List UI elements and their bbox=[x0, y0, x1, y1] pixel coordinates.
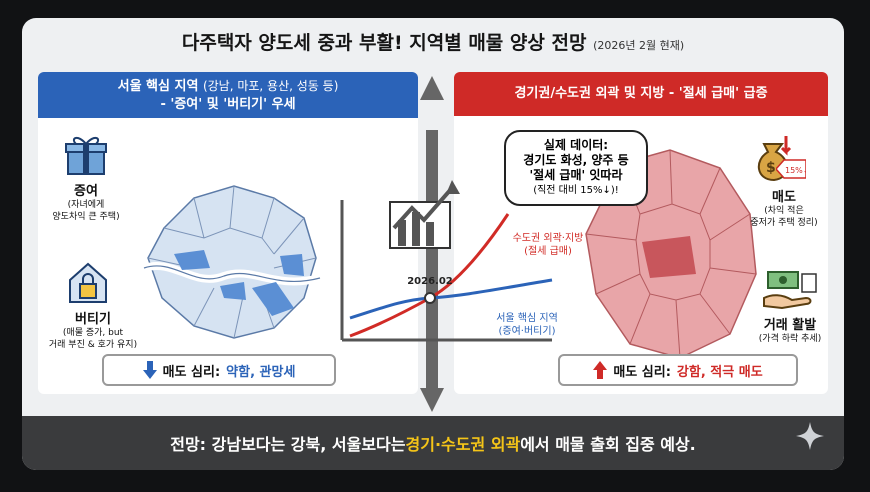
seoul-header-subtitle: - '증여' 및 '버티기' 우세 bbox=[160, 96, 296, 112]
gyeonggi-line-label-1: 수도권 외곽·지방 bbox=[512, 233, 584, 244]
sell-desc-2: 중저가 주택 정리) bbox=[750, 218, 818, 228]
bubble-line-4: (직전 대비 15%↓)! bbox=[533, 185, 619, 196]
hold-title: 버티기 bbox=[75, 312, 111, 327]
svg-text:$: $ bbox=[766, 160, 776, 176]
seoul-panel-header: 서울 핵심 지역 (강남, 마포, 용산, 성동 등) - '증여' 및 '버티… bbox=[38, 72, 418, 118]
gyeonggi-sentiment-badge: 매도 심리: 강함, 적극 매도 bbox=[558, 354, 798, 386]
gift-desc-2: 양도차익 큰 주택) bbox=[52, 212, 120, 222]
seoul-header-note: (강남, 마포, 용산, 성동 등) bbox=[202, 78, 339, 93]
seoul-map-icon bbox=[142, 185, 322, 339]
trend-chart bbox=[340, 76, 552, 412]
seoul-sentiment-label: 매도 심리: bbox=[162, 364, 221, 380]
gift-desc-1: (자녀에게 bbox=[67, 200, 105, 210]
hold-desc-1: (매물 증가, but bbox=[62, 328, 124, 338]
sparkle-icon bbox=[796, 422, 824, 450]
discount-tag-icon: 15%↓ bbox=[776, 159, 806, 179]
seoul-line-label-2: (증여·버티기) bbox=[498, 326, 556, 337]
gyeonggi-panel: 경기권/수도권 외곽 및 지방 - '절세 급매' 급증 $ 15%↓ 매도 (… bbox=[454, 72, 828, 394]
seoul-sentiment-badge: 매도 심리: 약함, 관망세 bbox=[102, 354, 336, 386]
footer-banner: 전망: 강남보다는 강북, 서울보다는 경기·수도권 외곽 에서 매물 출회 집… bbox=[22, 416, 844, 470]
trade-desc-1: (가격 하락 추세) bbox=[758, 334, 822, 344]
arrow-up-icon bbox=[420, 76, 444, 100]
chart-axes bbox=[340, 200, 552, 342]
sell-desc-1: (차익 적은 bbox=[764, 206, 804, 216]
title-date: (2026년 2월 현재) bbox=[593, 39, 685, 52]
gyeonggi-sentiment-value: 강함, 적극 매도 bbox=[676, 364, 763, 380]
bar-chart-icon bbox=[389, 180, 460, 249]
gyeonggi-line-label: 수도권 외곽·지방 (절세 급매) bbox=[488, 232, 608, 258]
gyeonggi-line-label-2: (절세 급매) bbox=[524, 246, 572, 257]
chart-point-label: 2026.02 bbox=[407, 276, 453, 287]
gyeonggi-panel-header: 경기권/수도권 외곽 및 지방 - '절세 급매' 급증 bbox=[454, 72, 828, 116]
sell-title: 매도 bbox=[772, 190, 796, 205]
house-lock-icon bbox=[69, 262, 107, 303]
seoul-header-title: 서울 핵심 지역 bbox=[117, 78, 199, 94]
trend-lines bbox=[349, 213, 553, 338]
hold-desc-2: 거래 부진 & 호가 유지) bbox=[48, 340, 138, 350]
discount-percent: 15%↓ bbox=[785, 166, 806, 175]
arrow-down-icon bbox=[420, 388, 444, 412]
gift-label: 증여 (자녀에게 양도차익 큰 주택) bbox=[44, 180, 128, 223]
seoul-line-label: 서울 핵심 지역 (증여·버티기) bbox=[474, 312, 580, 338]
bubble-line-2: 경기도 화성, 양주 등 bbox=[523, 153, 629, 167]
footer-text-post: 에서 매물 출회 집중 예상. bbox=[520, 435, 696, 454]
sell-label: 매도 (차익 적은 중저가 주택 정리) bbox=[744, 186, 824, 229]
arrow-down-icon bbox=[142, 361, 157, 379]
seoul-sentiment-value: 약함, 관망세 bbox=[226, 364, 296, 380]
gift-title: 증여 bbox=[74, 184, 98, 199]
trade-label: 거래 활발 (가격 하락 추세) bbox=[750, 314, 830, 345]
current-point-marker bbox=[424, 292, 436, 304]
cash-hand-icon bbox=[763, 271, 817, 310]
title-main: 다주택자 양도세 중과 부활! 지역별 매물 양상 전망 bbox=[181, 32, 587, 54]
bubble-line-3: '절세 급매' 잇따라 bbox=[529, 168, 623, 182]
footer-text-pre: 전망: 강남보다는 강북, 서울보다는 bbox=[170, 435, 406, 454]
arrow-up-icon bbox=[593, 361, 608, 379]
footer-highlight: 경기·수도권 외곽 bbox=[405, 435, 521, 454]
seoul-line-label-1: 서울 핵심 지역 bbox=[496, 313, 558, 324]
hold-label: 버티기 (매물 증가, but 거래 부진 & 호가 유지) bbox=[38, 308, 148, 351]
data-callout-bubble: 실제 데이터: 경기도 화성, 양주 등 '절세 급매' 잇따라 (직전 대비 … bbox=[504, 130, 648, 206]
gift-icon bbox=[65, 137, 107, 175]
trade-title: 거래 활발 bbox=[763, 318, 817, 333]
gyeonggi-header-title: 경기권/수도권 외곽 및 지방 - '절세 급매' 급증 bbox=[514, 86, 768, 101]
gyeonggi-sentiment-label: 매도 심리: bbox=[613, 364, 671, 380]
bubble-line-1: 실제 데이터: bbox=[543, 138, 609, 152]
page-title: 다주택자 양도세 중과 부활! 지역별 매물 양상 전망 (2026년 2월 현… bbox=[22, 28, 844, 55]
infographic-card: 다주택자 양도세 중과 부활! 지역별 매물 양상 전망 (2026년 2월 현… bbox=[22, 18, 844, 470]
